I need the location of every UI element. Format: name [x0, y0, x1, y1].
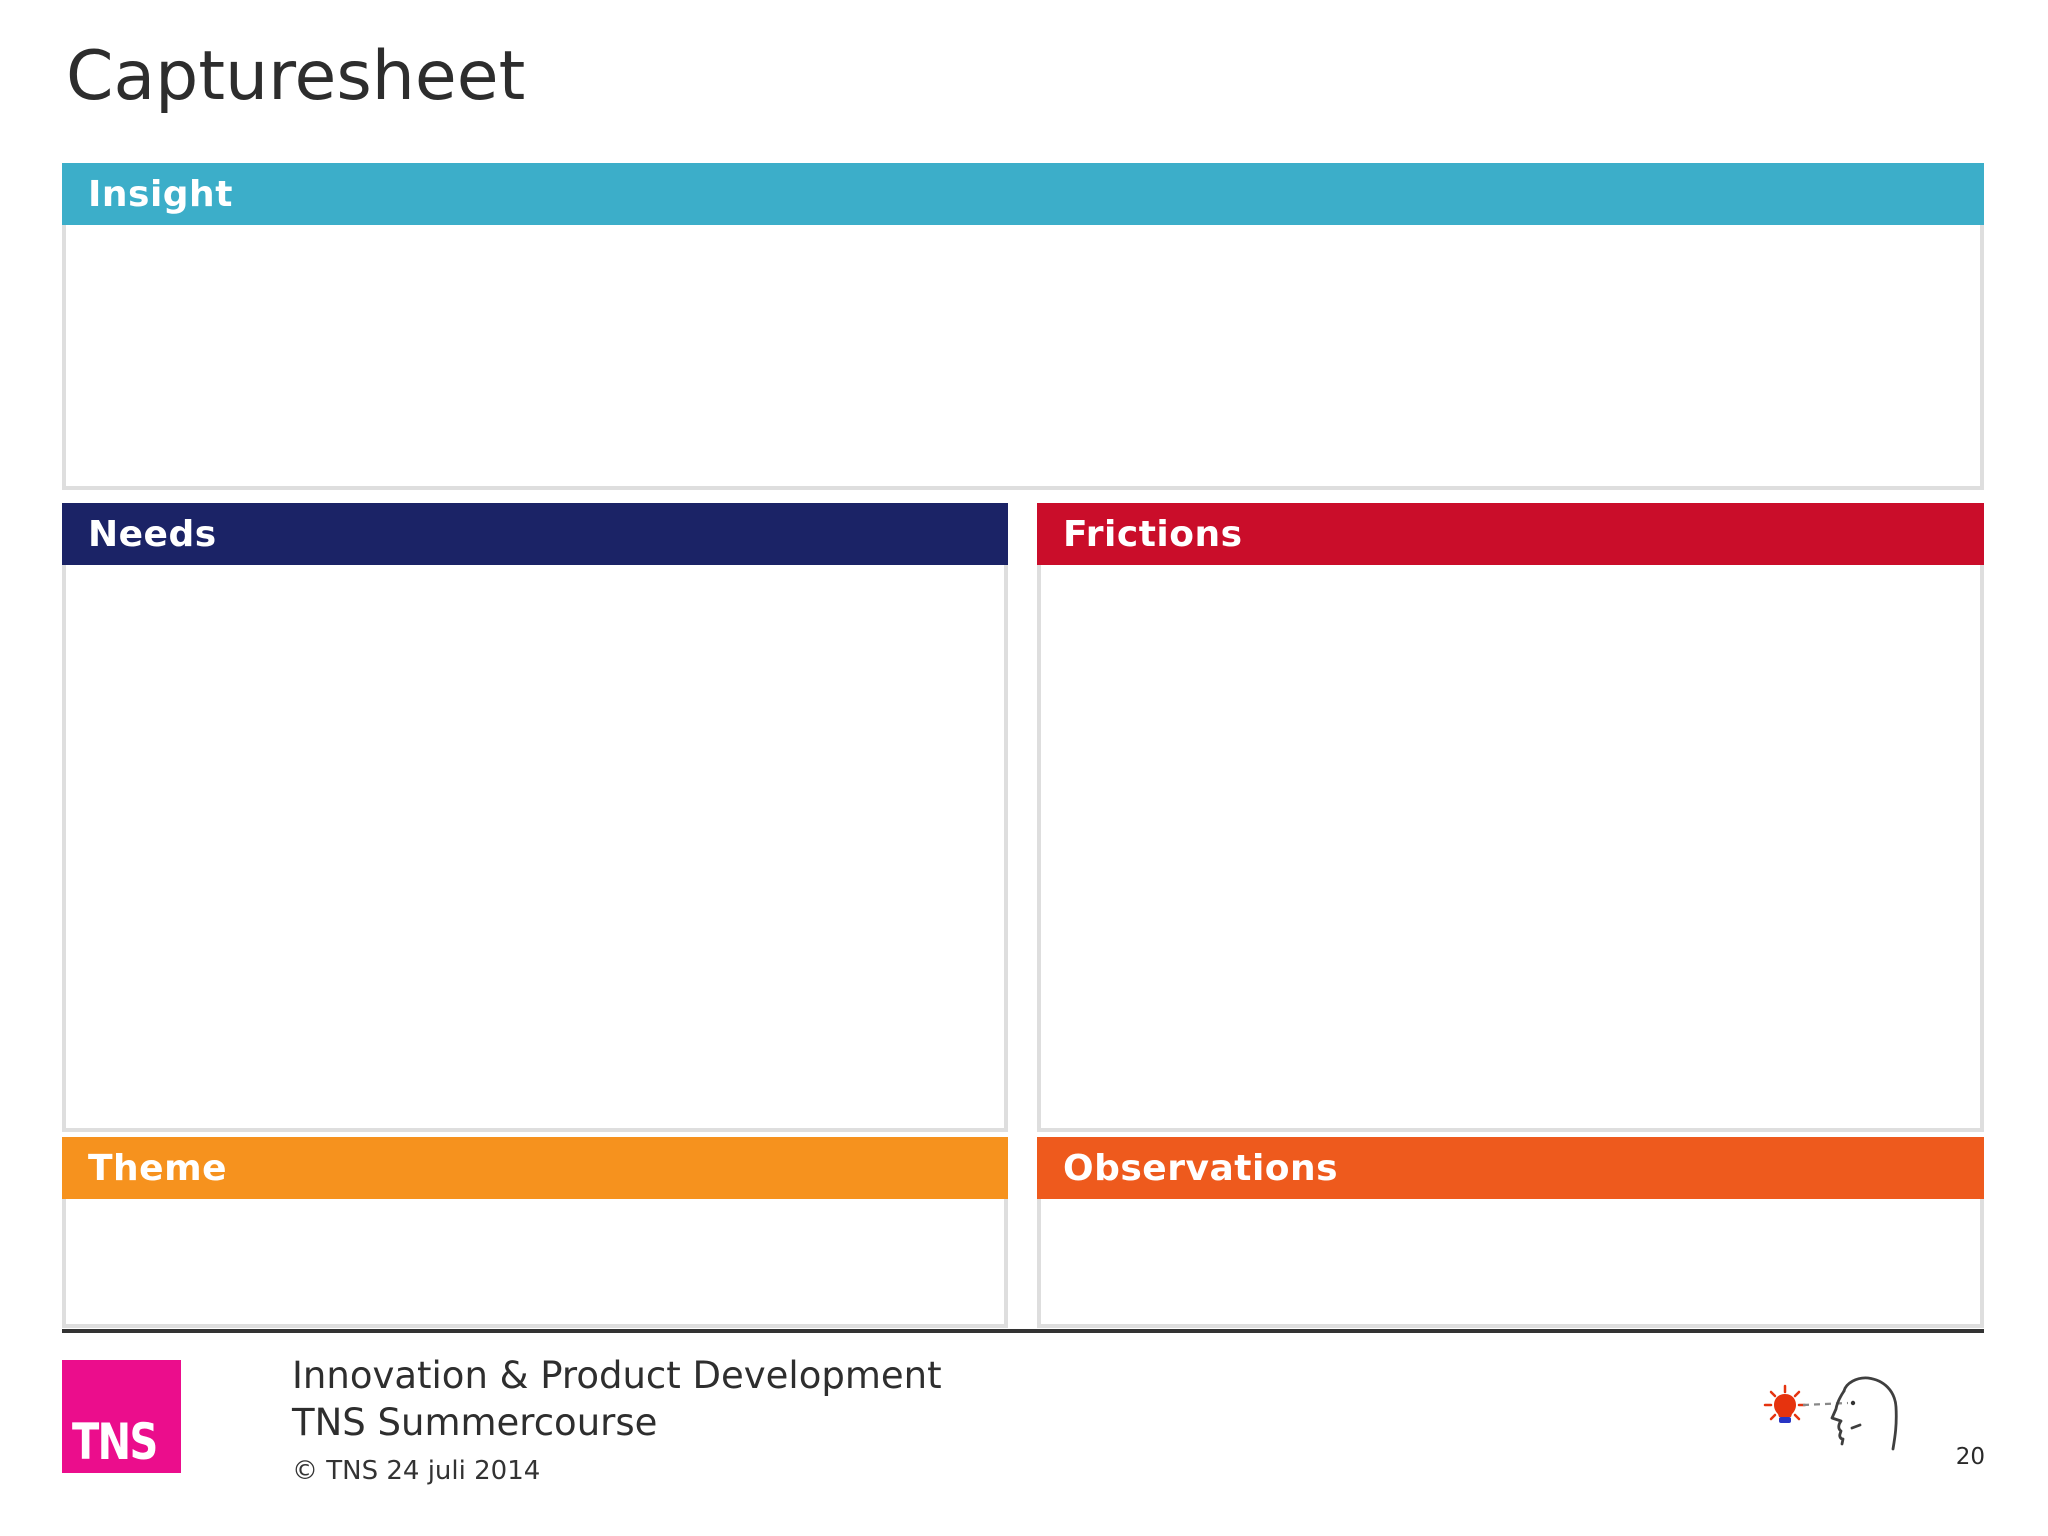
theme-section-header: Theme [62, 1137, 1008, 1199]
head-eye-dot [1850, 1400, 1856, 1406]
theme-section-label: Theme [88, 1147, 228, 1189]
frictions-section-label: Frictions [1063, 513, 1243, 555]
footer-course-subtitle: TNS Summercourse [292, 1401, 658, 1444]
theme-content-area [62, 1199, 1008, 1328]
needs-section-header: Needs [62, 503, 1008, 565]
needs-section-label: Needs [88, 513, 217, 555]
insight-section-header: Insight [62, 163, 1984, 225]
insight-content-area [62, 225, 1984, 490]
lightbulb-rays [1763, 1384, 1807, 1421]
observations-section-header: Observations [1037, 1137, 1984, 1199]
lightbulb-base [1779, 1417, 1791, 1423]
footer-text-block: Innovation & Product Development TNS Sum… [292, 1352, 942, 1486]
tns-logo: TNS [62, 1360, 181, 1473]
page-title: Capturesheet [66, 37, 526, 116]
tns-logo-text: TNS [72, 1413, 158, 1471]
observations-section-label: Observations [1063, 1147, 1339, 1189]
gaze-dashed-line [1802, 1401, 1849, 1407]
page-number: 20 [1955, 1444, 1985, 1470]
observations-content-area [1037, 1199, 1984, 1328]
footer-copyright: © TNS 24 juli 2014 [292, 1456, 541, 1486]
footer-course-title: Innovation & Product Development [292, 1354, 942, 1397]
frictions-content-area [1037, 565, 1984, 1132]
lightbulb-icon [1774, 1394, 1796, 1417]
needs-content-area [62, 565, 1008, 1132]
frictions-section-header: Frictions [1037, 503, 1984, 565]
thinking-head-outline [1830, 1376, 1898, 1451]
footer-divider [62, 1329, 1984, 1333]
idea-lightbulb-head-icon [1763, 1376, 1898, 1451]
insight-section-label: Insight [88, 173, 233, 215]
